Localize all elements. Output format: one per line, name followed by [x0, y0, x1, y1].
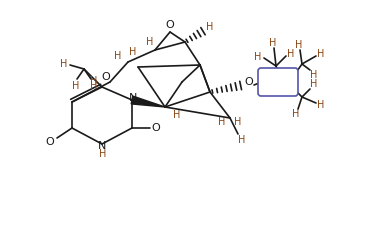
Text: H: H	[295, 40, 303, 50]
Text: H: H	[90, 81, 98, 91]
Text: H: H	[60, 59, 68, 69]
Text: H: H	[310, 79, 318, 89]
Text: H: H	[99, 149, 106, 159]
Text: H: H	[317, 100, 325, 110]
Text: H: H	[218, 117, 226, 127]
Text: H: H	[287, 49, 295, 59]
Text: O: O	[152, 123, 160, 133]
Text: H: H	[238, 135, 246, 145]
Text: H: H	[269, 38, 277, 48]
Polygon shape	[131, 96, 165, 107]
Text: H: H	[173, 110, 181, 120]
Text: O: O	[45, 137, 54, 147]
Text: H: H	[292, 109, 300, 119]
Text: H: H	[317, 49, 325, 59]
Text: N: N	[129, 93, 137, 103]
FancyBboxPatch shape	[258, 68, 298, 96]
Text: H: H	[146, 37, 154, 47]
Text: H: H	[72, 81, 80, 91]
Text: H: H	[234, 117, 242, 127]
Text: O: O	[244, 77, 254, 87]
Text: H: H	[206, 22, 214, 32]
Text: Abs: Abs	[268, 77, 288, 87]
Text: O: O	[102, 72, 110, 82]
Text: H: H	[114, 51, 122, 61]
Text: H: H	[254, 52, 262, 62]
Text: H: H	[310, 70, 318, 80]
Text: N: N	[98, 141, 106, 151]
Text: H: H	[129, 47, 137, 57]
Text: H: H	[90, 76, 98, 86]
Text: O: O	[166, 20, 174, 30]
